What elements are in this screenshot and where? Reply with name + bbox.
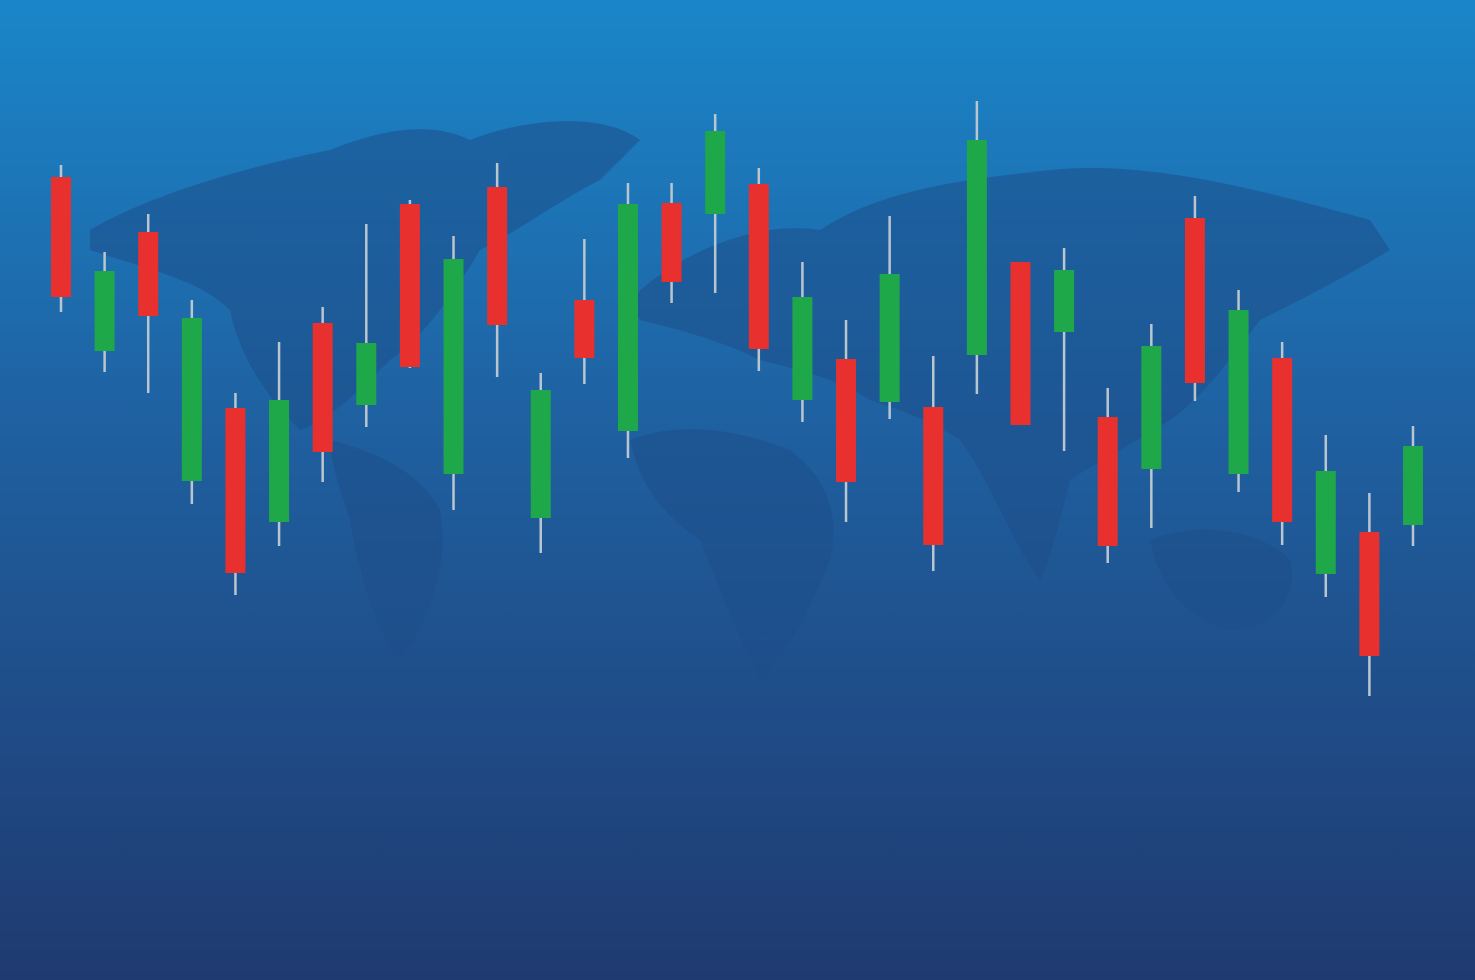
- candle-body-down: [399, 204, 420, 367]
- candle-body-up: [94, 271, 115, 351]
- candle-body-down: [1097, 417, 1118, 546]
- candle-body-up: [530, 390, 551, 518]
- candle-body-up: [617, 204, 638, 431]
- candle-body-up: [879, 274, 900, 402]
- candle-body-down: [923, 407, 944, 545]
- candle-body-up: [966, 140, 987, 355]
- candles: [51, 101, 1423, 696]
- candle-body-up: [356, 343, 377, 405]
- candle-body-down: [51, 177, 71, 297]
- candle-body-up: [1054, 270, 1075, 332]
- candle-body-up: [705, 131, 726, 214]
- candle-body-up: [1141, 346, 1162, 469]
- candle-body-up: [1315, 471, 1336, 574]
- candle-body-up: [181, 318, 202, 481]
- candle-body-up: [443, 259, 464, 474]
- candle-body-down: [1010, 262, 1031, 425]
- candle-body-down: [1359, 532, 1380, 656]
- candle-body-up: [792, 297, 813, 400]
- candle-body-down: [225, 408, 246, 573]
- candle-body-down: [1184, 218, 1205, 383]
- candle-body-down: [312, 323, 333, 452]
- candle-body-up: [1403, 446, 1423, 525]
- candle-body-up: [269, 400, 290, 522]
- candle-body-down: [487, 187, 508, 325]
- candle-body-down: [1272, 358, 1293, 522]
- candle-body-down: [748, 184, 769, 349]
- candle-body-down: [661, 203, 682, 282]
- candle-body-down: [138, 232, 159, 316]
- candle-body-down: [836, 359, 857, 482]
- candle-body-up: [1228, 310, 1249, 474]
- candle-body-down: [574, 300, 595, 358]
